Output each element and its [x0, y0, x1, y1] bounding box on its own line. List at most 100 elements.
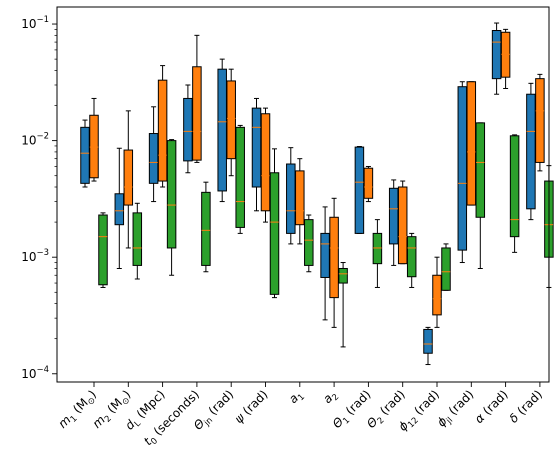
- box-s1-14: [526, 82, 536, 221]
- box-body: [535, 78, 545, 163]
- box-body: [123, 149, 134, 206]
- box-body: [363, 167, 374, 199]
- box-body: [89, 114, 99, 179]
- x-tick-label: a1: [286, 387, 307, 408]
- box-body: [295, 170, 305, 226]
- box-body: [260, 113, 271, 212]
- y-tick-label: 10−4: [21, 365, 49, 381]
- box-body: [397, 186, 408, 265]
- x-tick-label: δ (rad): [507, 387, 545, 425]
- box-body: [235, 126, 245, 228]
- box-s3-5: [235, 124, 245, 234]
- box-s3-4: [201, 181, 211, 273]
- y-axis: 10−1 10−2 10−3 10−4: [21, 15, 57, 381]
- box-s3-2: [132, 202, 143, 280]
- svg-text:α (rad): α (rad): [472, 387, 511, 426]
- box-body: [201, 191, 211, 266]
- box-s1-6: [251, 97, 262, 212]
- box-body: [166, 140, 177, 249]
- box-s2-8: [329, 197, 339, 328]
- y-tick-label: 10−1: [21, 15, 49, 31]
- box-s3-1: [98, 212, 108, 288]
- svg-text:ψ (rad): ψ (rad): [232, 387, 271, 426]
- box-s2-6: [260, 107, 271, 223]
- box-body: [338, 267, 348, 284]
- box-body: [432, 274, 442, 316]
- box-s3-12: [475, 122, 486, 269]
- box-body: [466, 81, 477, 206]
- box-s1-1: [80, 119, 90, 188]
- svg-text:ϕjl (rad): ϕjl (rad): [434, 387, 478, 431]
- box-body: [157, 79, 168, 182]
- box-body: [491, 30, 502, 80]
- y-tick-label: 10−2: [21, 132, 49, 148]
- box-s2-3: [157, 65, 168, 188]
- box-s3-10: [406, 232, 417, 288]
- svg-text:a1: a1: [286, 387, 307, 408]
- svg-text:δ (rad): δ (rad): [507, 387, 545, 425]
- box-s2-11: [432, 256, 442, 328]
- box-body: [441, 247, 451, 291]
- box-s3-7: [304, 214, 314, 273]
- box-s1-7: [286, 147, 296, 245]
- box-s2-4: [192, 34, 202, 163]
- box-body: [526, 93, 536, 210]
- box-s1-11: [423, 326, 433, 366]
- box-s3-11: [441, 243, 451, 291]
- box-body: [509, 135, 520, 238]
- x-tick-label: α (rad): [472, 387, 511, 426]
- x-axis: m1 (M⊙)m2 (M⊙)dL (Mpc)t0 (seconds)Θjn (r…: [55, 382, 545, 448]
- box-body: [406, 236, 417, 278]
- box-body: [304, 219, 314, 266]
- box-s2-10: [397, 180, 408, 265]
- box-body: [388, 187, 399, 245]
- box-s3-6: [269, 148, 280, 299]
- box-s2-5: [226, 68, 236, 177]
- box-s1-12: [457, 81, 468, 264]
- box-s2-7: [295, 158, 305, 245]
- box-body: [80, 126, 90, 184]
- box-s1-3: [148, 106, 159, 203]
- box-s2-9: [363, 165, 374, 203]
- box-s3-9: [372, 219, 383, 288]
- plot-area: [80, 22, 554, 366]
- x-tick-label: a2: [320, 387, 341, 408]
- box-body: [114, 193, 125, 226]
- box-s1-2: [114, 147, 125, 269]
- box-body: [98, 214, 108, 286]
- box-s2-1: [89, 97, 99, 182]
- y-tick-label: 10−3: [21, 248, 49, 264]
- box-body: [269, 172, 280, 295]
- box-s1-4: [183, 84, 193, 174]
- box-body: [475, 122, 486, 218]
- box-s2-14: [535, 73, 545, 172]
- box-body: [320, 232, 330, 278]
- svg-text:a2: a2: [320, 387, 341, 408]
- box-s1-5: [217, 58, 227, 203]
- box-body: [132, 212, 143, 266]
- box-s2-12: [466, 81, 477, 206]
- box-s2-2: [123, 110, 134, 249]
- axes-frame: [56, 6, 550, 383]
- box-body: [192, 66, 202, 161]
- box-s3-3: [166, 139, 177, 276]
- box-s1-9: [354, 146, 365, 234]
- box-body: [457, 86, 468, 251]
- box-body: [183, 97, 193, 162]
- box-s2-13: [500, 28, 511, 89]
- box-body: [217, 68, 227, 192]
- box-body: [148, 133, 159, 184]
- box-body: [423, 328, 433, 354]
- x-tick-label: ψ (rad): [232, 387, 271, 426]
- x-tick-label: ϕjl (rad): [434, 387, 478, 431]
- box-s1-10: [388, 179, 399, 266]
- box-body: [329, 216, 339, 299]
- box-body: [251, 107, 262, 188]
- box-body: [286, 163, 296, 234]
- box-body: [372, 232, 383, 265]
- box-s1-13: [491, 22, 502, 95]
- box-s3-13: [509, 134, 520, 253]
- box-s3-8: [338, 262, 348, 348]
- box-body: [354, 146, 365, 234]
